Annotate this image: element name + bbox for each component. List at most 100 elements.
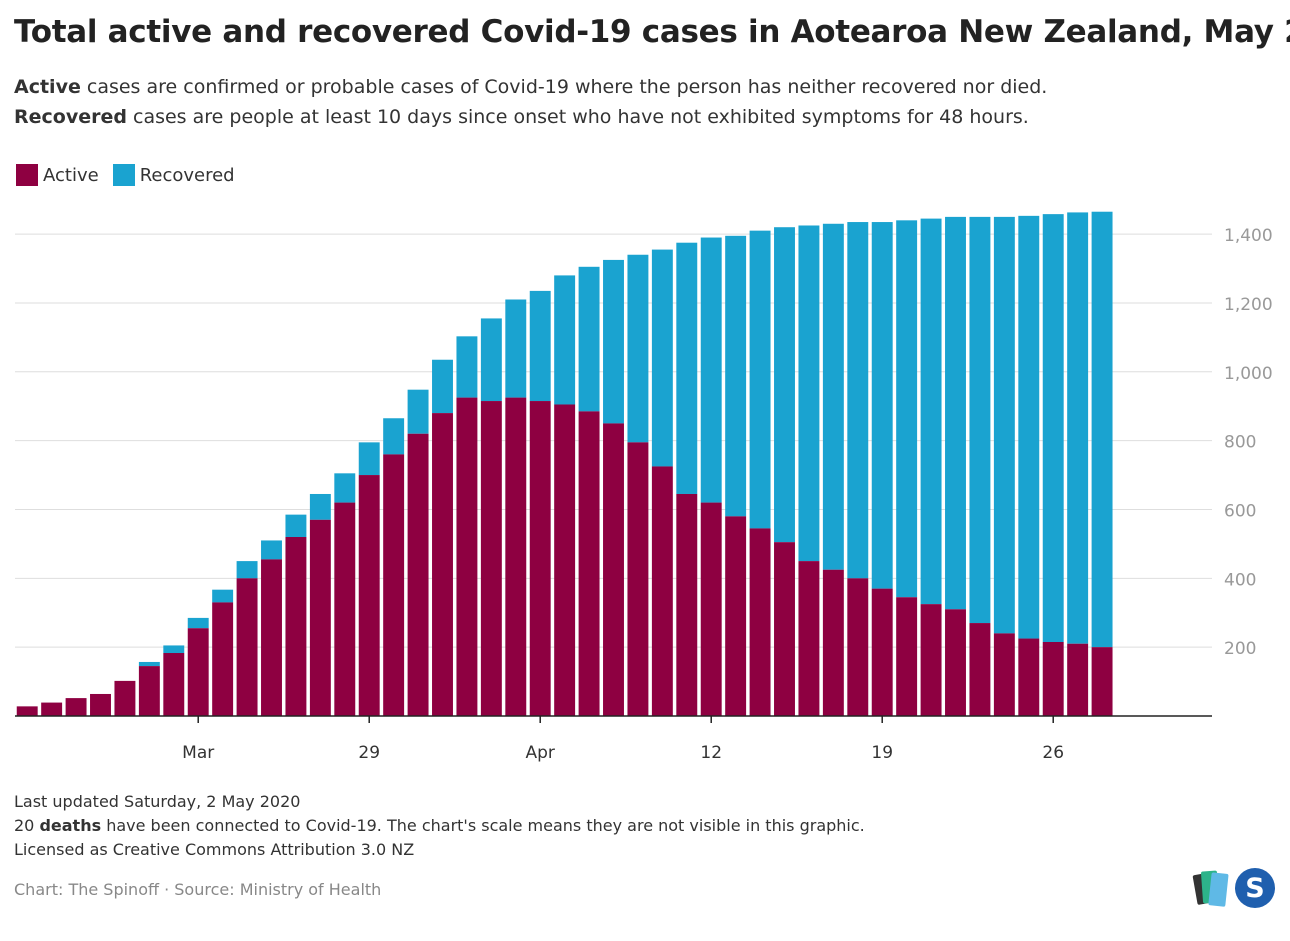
bar-active	[1067, 643, 1089, 716]
legend-swatch-recovered	[112, 164, 135, 186]
bar-recovered	[383, 418, 405, 455]
x-tick-label: 12	[700, 743, 722, 763]
bar-recovered	[432, 359, 453, 414]
bar-active	[138, 666, 160, 716]
bar-active	[480, 401, 502, 716]
bar-recovered	[945, 216, 966, 610]
bar-recovered	[138, 661, 160, 667]
bar-recovered	[1091, 211, 1113, 648]
subtitle-recovered-term: Recovered	[14, 106, 127, 128]
bar-recovered	[1042, 214, 1064, 642]
y-tick-label: 600	[1224, 501, 1256, 521]
spinoff-logo-letter: S	[1245, 873, 1264, 904]
legend-item-active: Active	[16, 164, 99, 186]
bar-recovered	[700, 237, 722, 503]
bar-active	[896, 597, 918, 716]
bar-active	[65, 698, 87, 716]
bar-recovered	[920, 218, 942, 605]
bar-recovered	[285, 514, 307, 538]
bar-recovered	[725, 235, 747, 517]
bar-recovered	[627, 254, 649, 443]
y-tick-label: 1,400	[1224, 226, 1273, 246]
bar-active	[969, 623, 991, 716]
bar-active	[627, 442, 649, 716]
bar-active	[16, 706, 38, 716]
bar-active	[651, 466, 673, 716]
bar-recovered	[871, 222, 893, 589]
bar-active	[798, 561, 820, 716]
bar-active	[1018, 638, 1040, 716]
y-tick-label: 1,200	[1224, 295, 1273, 315]
bar-active	[920, 604, 942, 716]
x-tick-label: Apr	[526, 743, 555, 763]
deaths-term: deaths	[39, 816, 102, 835]
x-tick-label: 19	[871, 743, 893, 763]
bar-recovered	[993, 216, 1015, 634]
bar-recovered	[749, 230, 771, 529]
bar-recovered	[651, 249, 673, 467]
bar-active	[261, 559, 282, 716]
bar-active	[407, 433, 429, 716]
bar-active	[749, 528, 771, 716]
chart-title: Total active and recovered Covid-19 case…	[14, 14, 1290, 50]
bar-recovered	[847, 222, 869, 579]
spinoff-logo-circle	[1235, 868, 1275, 908]
bar-active	[603, 423, 624, 716]
y-tick-label: 1,000	[1224, 364, 1273, 384]
y-tick-label: 400	[1224, 570, 1256, 590]
subtitle-line-active: Active cases are confirmed or probable c…	[14, 72, 1047, 102]
bar-recovered	[969, 216, 991, 624]
x-tick-label: Mar	[182, 743, 214, 763]
stacked-bar-chart: 200 400 600 800 1,000 1,200 1,400 Mar 29 Apr 12 19 2…	[15, 211, 1273, 763]
bar-active	[187, 628, 209, 716]
chart-footer: Last updated Saturday, 2 May 2020 20 dea…	[14, 790, 865, 862]
bar-active	[309, 519, 331, 716]
bar-active	[505, 397, 527, 716]
bar-recovered	[505, 299, 527, 398]
deaths-explanation: have been connected to Covid-19. The cha…	[101, 816, 865, 835]
bar-active	[432, 413, 453, 716]
chart-subtitle: Active cases are confirmed or probable c…	[14, 72, 1047, 132]
x-tick-label: 29	[358, 743, 380, 763]
bar-recovered	[603, 259, 624, 424]
bar-active	[774, 542, 795, 716]
bar-recovered	[480, 318, 502, 402]
deaths-note: 20 deaths have been connected to Covid-1…	[14, 814, 865, 838]
bar-active	[871, 588, 893, 716]
bar-recovered	[529, 290, 551, 402]
bar-recovered	[187, 617, 209, 629]
bar-active	[945, 609, 966, 716]
subtitle-active-term: Active	[14, 76, 81, 98]
bar-active	[456, 397, 478, 716]
bar-recovered	[554, 275, 576, 405]
legend-label-recovered: Recovered	[139, 164, 235, 186]
legend-label-active: Active	[43, 164, 99, 186]
bar-active	[993, 633, 1015, 716]
bar-recovered	[578, 266, 600, 412]
y-tick-label: 800	[1224, 433, 1256, 453]
bar-active	[554, 404, 576, 716]
bar-active	[578, 411, 600, 716]
bar-active	[163, 653, 185, 716]
y-tick-label: 200	[1224, 639, 1256, 659]
bar-active	[1091, 647, 1113, 716]
bar-active	[725, 516, 747, 716]
bar-recovered	[261, 540, 282, 560]
bar-active	[529, 401, 551, 716]
bar-active	[676, 493, 698, 716]
bar-active	[358, 475, 380, 716]
last-updated-note: Last updated Saturday, 2 May 2020	[14, 792, 301, 811]
spinoff-logo[interactable]: S	[1192, 866, 1278, 912]
bar-active	[236, 578, 258, 716]
subtitle-active-definition: cases are confirmed or probable cases of…	[80, 76, 1048, 98]
x-tick-label: 26	[1042, 743, 1064, 763]
bar-active	[114, 680, 136, 716]
bar-active	[847, 578, 869, 716]
bar-recovered	[676, 242, 698, 494]
bar-recovered	[456, 336, 478, 398]
bar-active	[1042, 641, 1064, 716]
legend-item-recovered: Recovered	[112, 164, 235, 186]
bar-active	[334, 502, 356, 716]
bar-recovered	[1067, 212, 1089, 644]
bar-active	[285, 537, 307, 716]
